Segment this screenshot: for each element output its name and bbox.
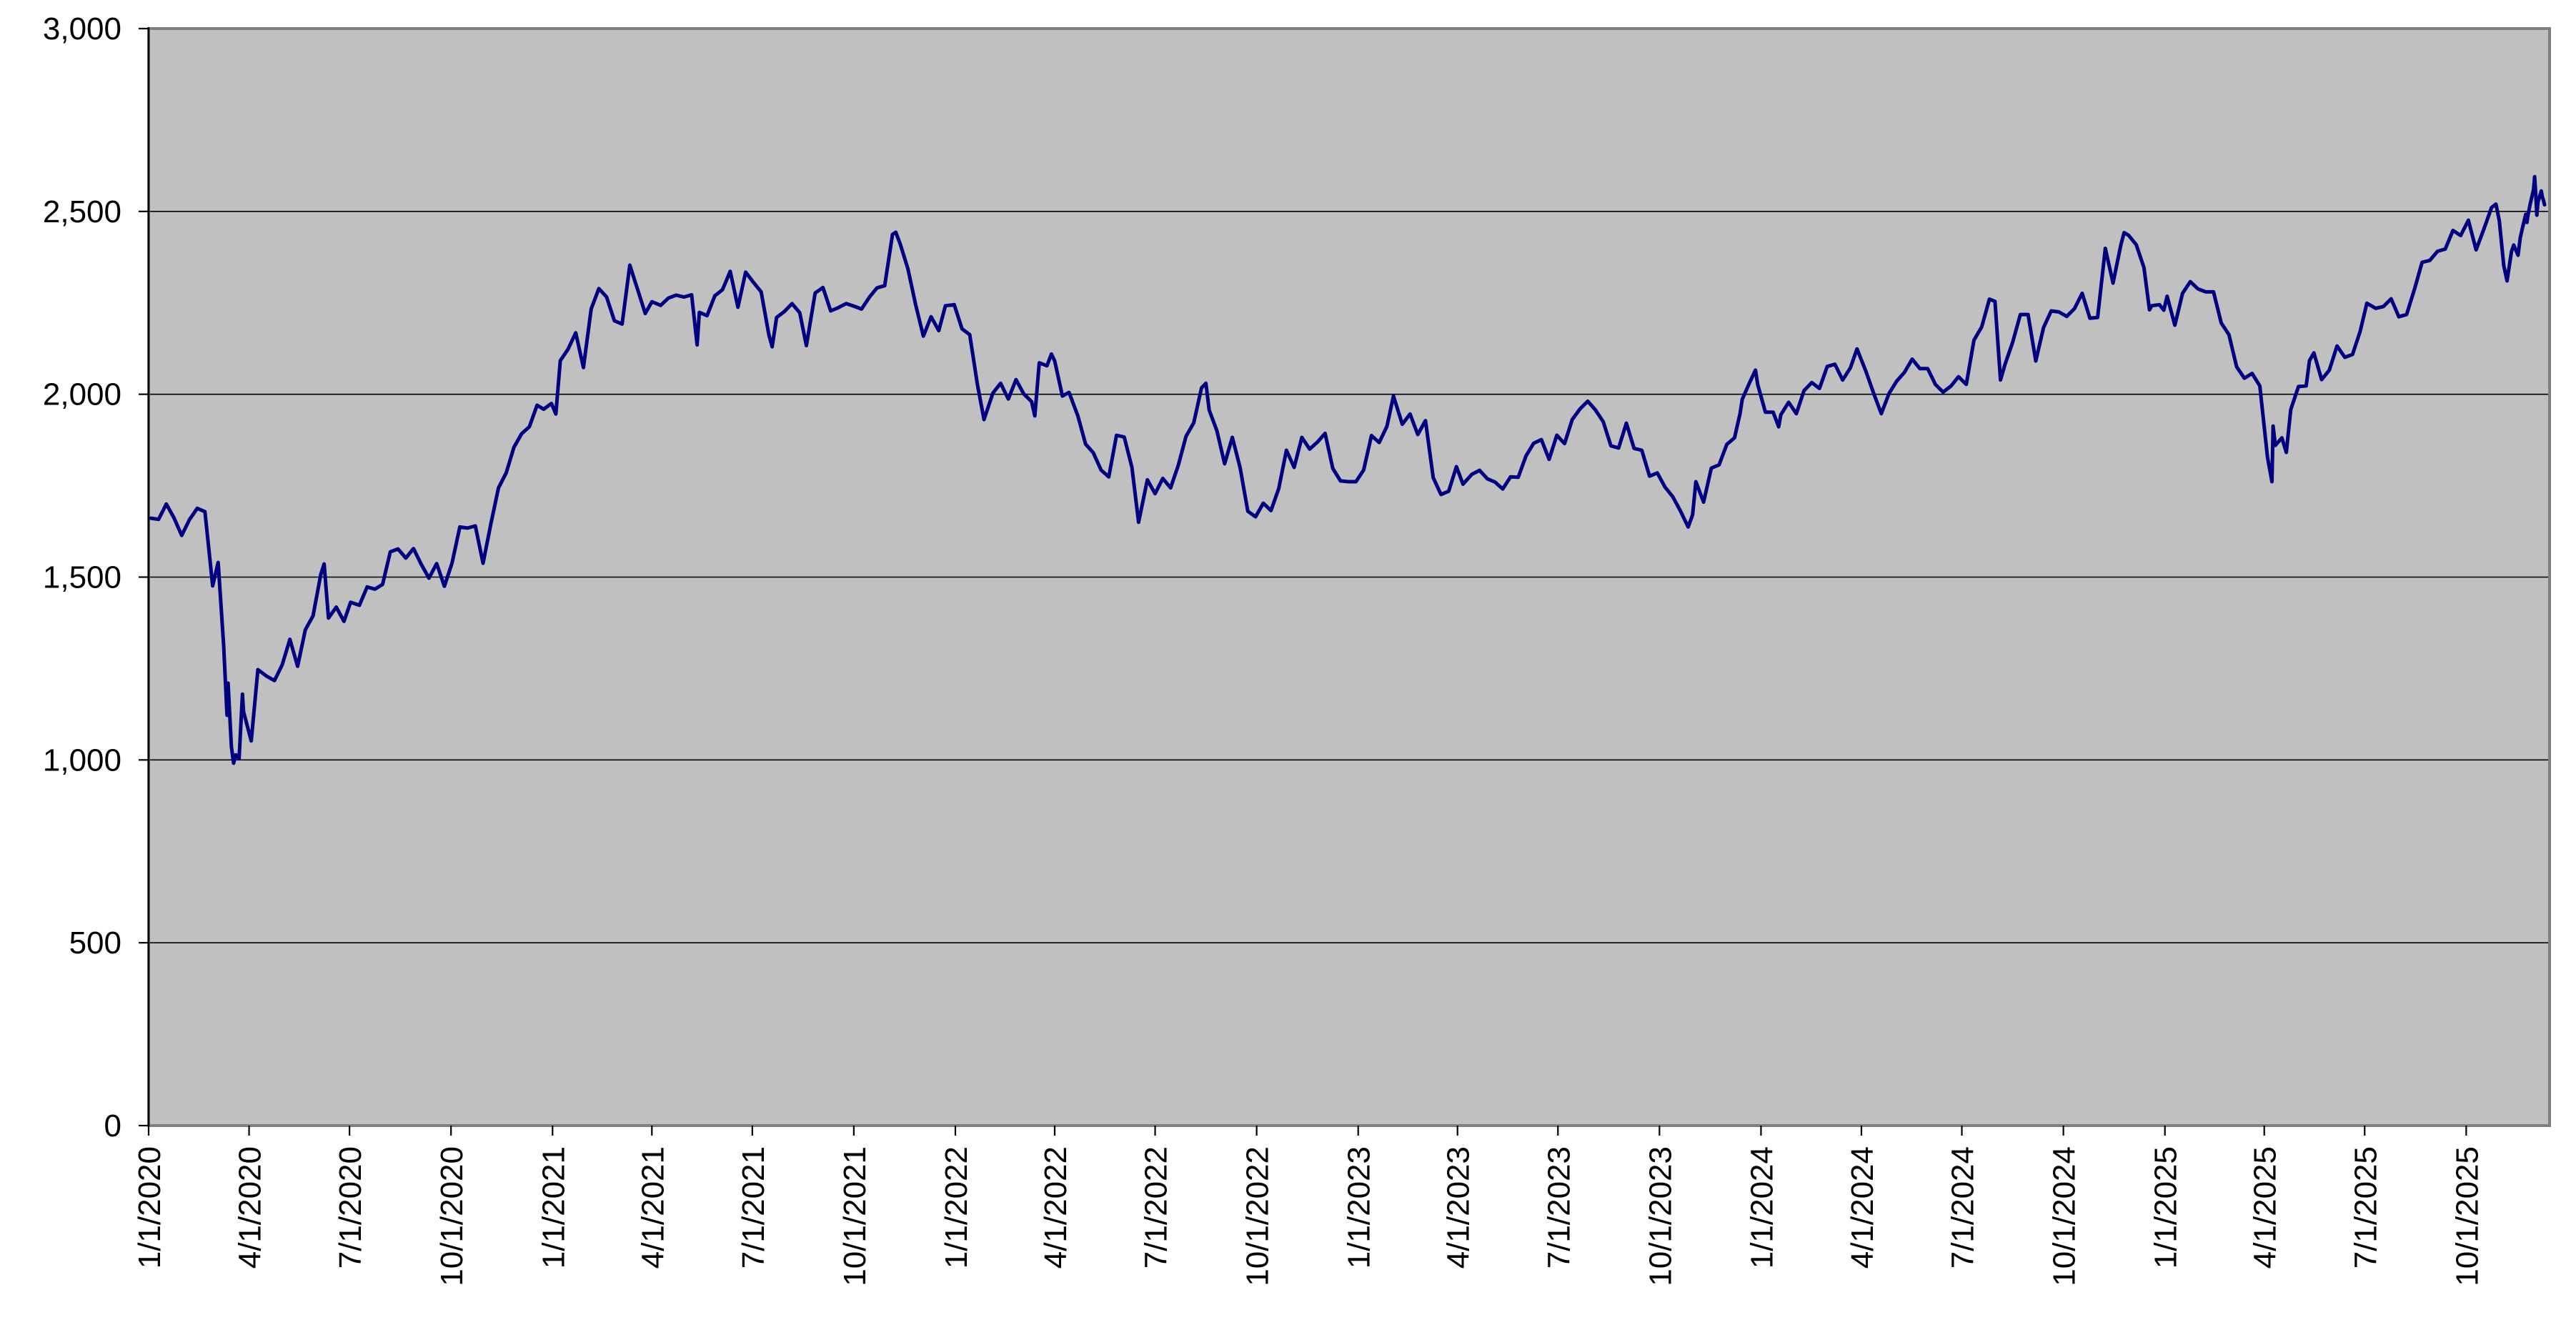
- x-axis-labels: 1/1/2020 4/1/2020 7/1/2020 10/1/2020 1/1/202…: [132, 1146, 2485, 1286]
- y-axis-label: 2,500: [43, 194, 121, 229]
- x-axis-label: 4/1/2023: [1441, 1146, 1476, 1269]
- y-axis-label: 3,000: [43, 11, 121, 46]
- y-axis-labels: 0 500 1,000 1,500 2,000 2,500 3,000: [43, 11, 121, 1143]
- x-axis-label: 4/1/2021: [635, 1146, 670, 1269]
- x-axis-label: 4/1/2020: [233, 1146, 268, 1269]
- x-axis-label: 4/1/2024: [1845, 1146, 1880, 1269]
- x-axis-label: 7/1/2022: [1139, 1146, 1174, 1269]
- y-axis-label: 0: [104, 1108, 121, 1143]
- y-axis-label: 1,500: [43, 560, 121, 595]
- x-axis-label: 10/1/2022: [1240, 1146, 1275, 1286]
- x-axis-label: 1/1/2025: [2149, 1146, 2184, 1269]
- x-axis-label: 1/1/2023: [1342, 1146, 1377, 1269]
- x-axis-label: 1/1/2020: [132, 1146, 167, 1269]
- price-line: [149, 174, 2547, 765]
- x-axis-label: 7/1/2025: [2348, 1146, 2383, 1269]
- y-axis-label: 1,000: [43, 743, 121, 778]
- x-axis-label: 7/1/2024: [1946, 1146, 1981, 1269]
- y-axis-label: 2,000: [43, 377, 121, 412]
- x-axis-label: 10/1/2021: [837, 1146, 872, 1286]
- y-axis-label: 500: [69, 925, 121, 961]
- x-axis-label: 7/1/2023: [1541, 1146, 1576, 1269]
- x-axis-label: 7/1/2020: [333, 1146, 368, 1269]
- x-axis-label: 1/1/2024: [1744, 1146, 1779, 1269]
- x-axis-ticks: [147, 1126, 2467, 1136]
- gridlines: [149, 211, 2550, 943]
- x-axis-label: 10/1/2025: [2450, 1146, 2485, 1286]
- x-axis-label: 7/1/2021: [736, 1146, 771, 1269]
- x-axis-label: 4/1/2025: [2248, 1146, 2283, 1269]
- x-axis-label: 10/1/2020: [434, 1146, 469, 1286]
- x-axis-label: 10/1/2024: [2047, 1146, 2082, 1286]
- x-axis-label: 4/1/2022: [1038, 1146, 1073, 1269]
- x-axis-label: 1/1/2021: [536, 1146, 571, 1269]
- x-axis-label: 1/1/2022: [939, 1146, 974, 1269]
- x-axis-label: 10/1/2023: [1643, 1146, 1678, 1286]
- y-axis-ticks: [139, 27, 149, 1127]
